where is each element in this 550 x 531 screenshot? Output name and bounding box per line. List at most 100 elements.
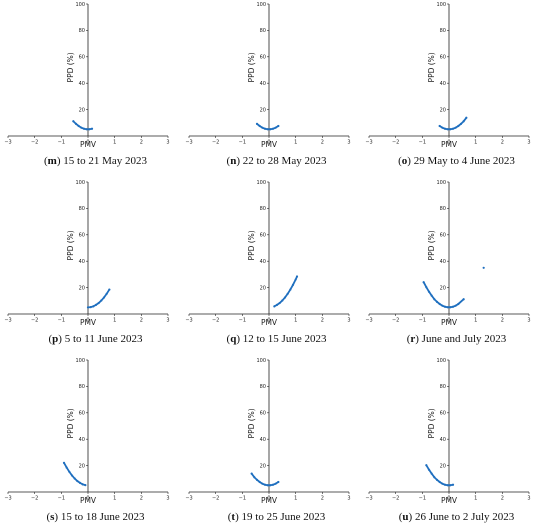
data-point (271, 127, 275, 130)
data-point (289, 288, 292, 291)
x-tick-label: 0 (447, 140, 450, 146)
panel-caption: (o) 29 May to 4 June 2023 (398, 155, 515, 167)
data-point (427, 468, 431, 471)
y-tick-label: 80 (79, 28, 85, 34)
y-tick-label: 40 (260, 259, 266, 265)
data-point (454, 126, 457, 129)
panel-s: −3 −2 −1 0 1 2 3 20 40 60 80 100 PMV PPD (%) (s) 15 to… (4, 356, 183, 531)
x-tick-label: 1 (474, 318, 477, 324)
x-tick-label: −3 (4, 496, 11, 502)
x-tick-label: −1 (58, 318, 65, 324)
data-point (438, 480, 441, 484)
x-axis-title: PMV (441, 140, 458, 149)
panel-letter: t (231, 511, 236, 523)
panel-caption: (u) 26 June to 2 July 2023 (398, 511, 515, 523)
data-point (255, 478, 259, 481)
x-tick-label: 2 (501, 496, 504, 502)
caption-text: 5 to 11 June 2023 (64, 333, 143, 345)
x-tick-label: 3 (527, 318, 530, 324)
chart-svg: −3 −2 −1 0 1 2 3 20 40 60 80 100 PMV PPD (%) (4, 358, 169, 505)
data-point (427, 290, 431, 293)
x-tick-label: −3 (4, 140, 11, 146)
data-point (451, 483, 455, 486)
y-axis-title: PPD (%) (66, 52, 75, 82)
panel-caption: (p) 5 to 11 June 2023 (48, 333, 143, 345)
panel-letter: o (401, 155, 408, 167)
series-curve (250, 472, 280, 487)
data-point (258, 480, 261, 484)
data-point (446, 484, 449, 487)
data-point (449, 484, 452, 487)
y-tick-label: 60 (260, 55, 266, 61)
data-point (261, 126, 264, 129)
data-point (438, 302, 441, 306)
data-point (269, 484, 272, 487)
y-tick-label: 80 (79, 384, 85, 390)
data-point (443, 483, 447, 486)
y-tick-label: 60 (260, 411, 266, 417)
series-curve (87, 288, 111, 309)
x-tick-label: −3 (365, 496, 372, 502)
x-tick-label: 2 (140, 140, 143, 146)
x-tick-label: 2 (321, 140, 324, 146)
series-curve (72, 120, 93, 131)
y-tick-label: 80 (260, 384, 266, 390)
data-point (273, 305, 276, 308)
y-tick-label: 20 (440, 463, 446, 469)
y-tick-label: 40 (260, 437, 266, 443)
y-tick-label: 40 (440, 259, 446, 265)
chart-svg: −3 −2 −1 0 1 2 3 20 40 60 80 100 PMV PPD (%) (365, 2, 530, 149)
data-point (89, 306, 92, 309)
data-point (451, 305, 455, 308)
chart-svg: −3 −2 −1 0 1 2 3 20 40 60 80 100 PMV PPD (%) (365, 180, 530, 327)
data-point (72, 120, 75, 123)
x-tick-label: 2 (501, 140, 504, 146)
data-point (275, 303, 279, 306)
panel-caption: (t) 19 to 25 June 2023 (227, 511, 326, 523)
series-curve (438, 116, 468, 131)
y-tick-label: 100 (436, 2, 446, 8)
data-point (105, 292, 108, 295)
panel-caption: (n) 22 to 28 May 2023 (226, 155, 327, 167)
x-tick-label: −2 (31, 318, 38, 324)
x-tick-label: 0 (447, 318, 450, 324)
data-point (441, 126, 444, 129)
x-tick-label: −2 (392, 140, 399, 146)
data-point (70, 474, 74, 477)
x-tick-label: 0 (267, 318, 270, 324)
data-point (263, 483, 267, 486)
panel-o: −3 −2 −1 0 1 2 3 20 40 60 80 100 PMV PPD (%) (o) 29 Ma… (365, 0, 544, 175)
data-point (278, 301, 281, 305)
x-tick-label: −2 (31, 140, 38, 146)
data-point (295, 275, 299, 278)
panel-letter: m (47, 155, 57, 167)
data-point (465, 116, 468, 119)
data-point (255, 122, 259, 125)
data-point (443, 127, 447, 130)
y-tick-label: 80 (440, 28, 446, 34)
caption-text: 15 to 21 May 2023 (63, 155, 147, 167)
x-tick-label: −2 (212, 496, 219, 502)
data-point (102, 296, 106, 299)
data-point (430, 472, 433, 475)
y-tick-label: 80 (260, 206, 266, 212)
chart-svg: −3 −2 −1 0 1 2 3 20 40 60 80 100 PMV PPD (%) (185, 180, 350, 327)
y-tick-label: 80 (440, 384, 446, 390)
data-point (274, 482, 277, 485)
data-point (80, 126, 83, 129)
y-axis-title: PPD (%) (247, 52, 256, 82)
x-tick-label: −1 (239, 496, 246, 502)
x-tick-label: 1 (113, 318, 116, 324)
y-tick-label: 60 (79, 411, 85, 417)
y-tick-label: 100 (256, 358, 266, 364)
panel-n: −3 −2 −1 0 1 2 3 20 40 60 80 100 PMV PPD (%) (n) 22 to… (185, 0, 364, 175)
data-point (250, 472, 253, 475)
data-point (266, 128, 269, 131)
x-tick-label: 1 (294, 496, 297, 502)
x-tick-label: −1 (239, 318, 246, 324)
data-point (446, 128, 449, 131)
data-point (97, 301, 100, 305)
x-axis-title: PMV (261, 318, 278, 327)
panel-letter: q (230, 333, 237, 345)
x-tick-label: −3 (185, 496, 192, 502)
